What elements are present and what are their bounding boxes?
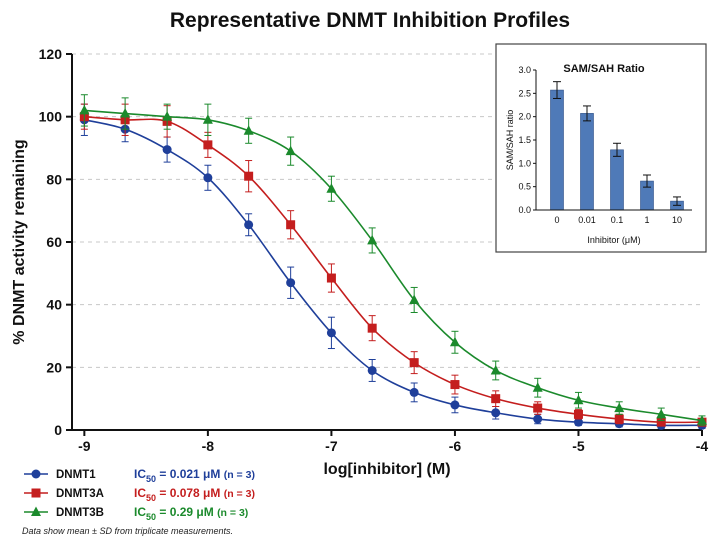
y-axis-label: % DNMT activity remaining — [11, 139, 28, 344]
legend-label: DNMT3A — [56, 488, 104, 500]
y-tick-label: 20 — [46, 359, 62, 375]
legend-item-dnmt3b: DNMT3B IC50 = 0.29 μM (n = 3) — [24, 505, 248, 522]
inset-y-tick-label: 1.5 — [518, 135, 531, 145]
ic50-text: IC50 = 0.078 μM (n = 3) — [134, 486, 255, 503]
data-point — [409, 358, 419, 368]
data-point — [490, 364, 501, 375]
y-tick-label: 80 — [46, 171, 62, 187]
data-point — [367, 365, 377, 375]
inset-y-tick-label: 1.0 — [518, 158, 531, 168]
inset-bars: 0 0.01 0.1 1 10 — [550, 81, 684, 225]
legend-item-dnmt1: DNMT1 IC50 = 0.021 μM (n = 3) — [24, 467, 255, 484]
data-point — [367, 234, 378, 245]
inset-sam-sah-chart: SAM/SAH Ratio SAM/SAH ratio Inhibitor (μ… — [495, 43, 707, 253]
inset-x-tick-label: 10 — [672, 215, 682, 225]
data-point — [286, 220, 296, 230]
legend: DNMT1 IC50 = 0.021 μM (n = 3) DNMT3A IC50 =… — [24, 467, 255, 522]
ic50-text: IC50 = 0.021 μM (n = 3) — [134, 467, 255, 484]
data-point — [79, 104, 90, 115]
data-point — [573, 394, 584, 405]
data-point — [573, 409, 583, 419]
data-point — [326, 273, 336, 283]
inset-y-tick-label: 2.5 — [518, 88, 531, 98]
inset-x-tick-label: 1 — [644, 215, 649, 225]
y-tick-label: 60 — [46, 234, 62, 250]
data-point — [656, 408, 667, 419]
inset-y-axis-label: SAM/SAH ratio — [505, 110, 515, 171]
data-point — [203, 173, 213, 183]
data-point — [202, 114, 213, 124]
data-point — [450, 400, 460, 410]
inset-bar — [580, 113, 594, 211]
data-point — [409, 294, 420, 304]
inset-x-tick-label: 0 — [554, 215, 559, 225]
inset-frame — [495, 43, 707, 253]
data-point — [532, 382, 543, 392]
legend-item-dnmt3a: DNMT3A IC50 = 0.078 μM (n = 3) — [24, 486, 255, 503]
inset-y-tick-label: 3.0 — [518, 65, 531, 75]
data-point — [491, 394, 501, 404]
inset-title: SAM/SAH Ratio — [563, 63, 645, 75]
footnote: Data show mean ± SD from triplicate meas… — [22, 526, 233, 536]
legend-label: DNMT3B — [56, 507, 104, 519]
inset-x-tick-label: 0.01 — [578, 215, 596, 225]
x-tick-label: -4 — [696, 438, 709, 454]
y-tick-label: 40 — [46, 297, 62, 313]
series-dnmt3b — [79, 94, 707, 426]
x-tick-label: -7 — [325, 438, 338, 454]
data-point — [120, 108, 131, 118]
series-line — [84, 115, 703, 424]
data-point — [285, 145, 296, 156]
data-point — [203, 140, 213, 150]
x-tick-label: -6 — [449, 438, 462, 454]
series-layer — [79, 94, 707, 430]
x-axis-label: log[inhibitor] (M) — [323, 461, 450, 478]
inset-x-tick-label: 0.1 — [611, 215, 624, 225]
data-point — [326, 183, 337, 193]
data-point — [162, 145, 172, 155]
series-line — [84, 109, 703, 422]
x-tick-label: -8 — [202, 438, 215, 454]
inset-bar — [610, 149, 624, 211]
series-line — [84, 119, 703, 427]
data-point — [244, 220, 254, 230]
legend-marker — [31, 506, 41, 516]
inset-y-tick-label: 2.0 — [518, 112, 531, 122]
data-point — [656, 417, 666, 427]
legend-marker — [31, 488, 41, 498]
chart-title: Representative DNMT Inhibition Profiles — [170, 9, 570, 32]
data-point — [367, 323, 377, 333]
data-point — [326, 328, 336, 338]
y-tick-label: 120 — [39, 46, 63, 62]
data-point — [162, 111, 173, 121]
data-point — [614, 414, 624, 424]
data-point — [409, 387, 419, 397]
x-tick-label: -9 — [78, 438, 91, 454]
legend-marker — [31, 469, 41, 479]
y-tick-label: 0 — [54, 422, 62, 438]
data-point — [449, 336, 460, 347]
inset-x-axis-label: Inhibitor (μM) — [587, 235, 640, 245]
data-point — [243, 125, 254, 135]
ic50-text: IC50 = 0.29 μM (n = 3) — [134, 505, 248, 522]
data-point — [533, 414, 543, 424]
data-point — [491, 408, 501, 418]
main-gridlines — [72, 53, 702, 368]
data-point — [450, 380, 460, 390]
inset-y-tick-label: 0.5 — [518, 182, 531, 192]
y-tick-label: 100 — [39, 109, 63, 125]
data-point — [697, 415, 707, 425]
inset-bar — [550, 89, 564, 211]
data-point — [573, 417, 583, 427]
legend-label: DNMT1 — [56, 469, 96, 481]
x-tick-label: -5 — [572, 438, 585, 454]
data-point — [286, 278, 296, 288]
data-point — [614, 402, 625, 413]
inset-y-tick-label: 0.0 — [518, 205, 531, 215]
data-point — [244, 171, 254, 181]
data-point — [533, 403, 543, 413]
